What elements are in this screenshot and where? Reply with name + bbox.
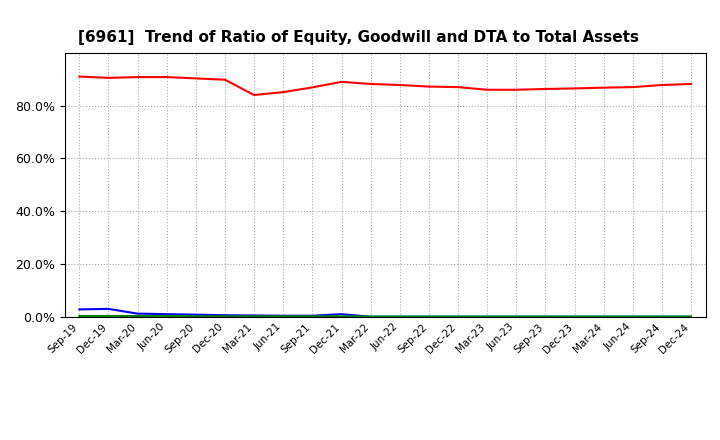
Equity	[220, 77, 229, 82]
Equity	[337, 79, 346, 84]
Goodwill	[220, 312, 229, 318]
Deferred Tax Assets	[133, 313, 142, 319]
Equity	[75, 74, 84, 79]
Deferred Tax Assets	[512, 314, 521, 319]
Equity	[687, 81, 696, 87]
Goodwill	[163, 312, 171, 317]
Goodwill	[337, 312, 346, 317]
Line: Goodwill: Goodwill	[79, 309, 691, 317]
Equity	[308, 85, 317, 90]
Goodwill	[687, 314, 696, 319]
Equity	[483, 87, 492, 92]
Deferred Tax Assets	[483, 314, 492, 319]
Deferred Tax Assets	[599, 314, 608, 319]
Goodwill	[629, 314, 637, 319]
Deferred Tax Assets	[454, 314, 462, 319]
Deferred Tax Assets	[657, 314, 666, 319]
Deferred Tax Assets	[541, 314, 550, 319]
Equity	[629, 84, 637, 90]
Goodwill	[570, 314, 579, 319]
Equity	[657, 82, 666, 88]
Equity	[104, 75, 113, 81]
Equity	[366, 81, 375, 87]
Goodwill	[657, 314, 666, 319]
Goodwill	[133, 311, 142, 316]
Goodwill	[279, 313, 287, 319]
Equity	[541, 86, 550, 92]
Deferred Tax Assets	[279, 314, 287, 319]
Deferred Tax Assets	[687, 314, 696, 319]
Equity	[133, 74, 142, 80]
Equity	[425, 84, 433, 89]
Goodwill	[599, 314, 608, 319]
Deferred Tax Assets	[366, 314, 375, 319]
Goodwill	[425, 314, 433, 319]
Deferred Tax Assets	[337, 314, 346, 319]
Deferred Tax Assets	[395, 314, 404, 319]
Equity	[250, 92, 258, 98]
Deferred Tax Assets	[163, 313, 171, 319]
Deferred Tax Assets	[629, 314, 637, 319]
Goodwill	[104, 306, 113, 312]
Goodwill	[454, 314, 462, 319]
Goodwill	[75, 307, 84, 312]
Deferred Tax Assets	[570, 314, 579, 319]
Equity	[163, 74, 171, 80]
Deferred Tax Assets	[308, 314, 317, 319]
Goodwill	[483, 314, 492, 319]
Deferred Tax Assets	[425, 314, 433, 319]
Goodwill	[308, 313, 317, 319]
Deferred Tax Assets	[220, 314, 229, 319]
Goodwill	[395, 314, 404, 319]
Goodwill	[512, 314, 521, 319]
Deferred Tax Assets	[104, 313, 113, 319]
Equity	[570, 86, 579, 91]
Line: Equity: Equity	[79, 77, 691, 95]
Goodwill	[250, 313, 258, 318]
Equity	[279, 89, 287, 95]
Equity	[599, 85, 608, 90]
Equity	[512, 87, 521, 92]
Goodwill	[541, 314, 550, 319]
Goodwill	[192, 312, 200, 317]
Equity	[395, 82, 404, 88]
Deferred Tax Assets	[250, 314, 258, 319]
Text: [6961]  Trend of Ratio of Equity, Goodwill and DTA to Total Assets: [6961] Trend of Ratio of Equity, Goodwil…	[78, 29, 639, 45]
Deferred Tax Assets	[75, 313, 84, 319]
Equity	[192, 76, 200, 81]
Deferred Tax Assets	[192, 314, 200, 319]
Goodwill	[366, 314, 375, 319]
Equity	[454, 84, 462, 90]
